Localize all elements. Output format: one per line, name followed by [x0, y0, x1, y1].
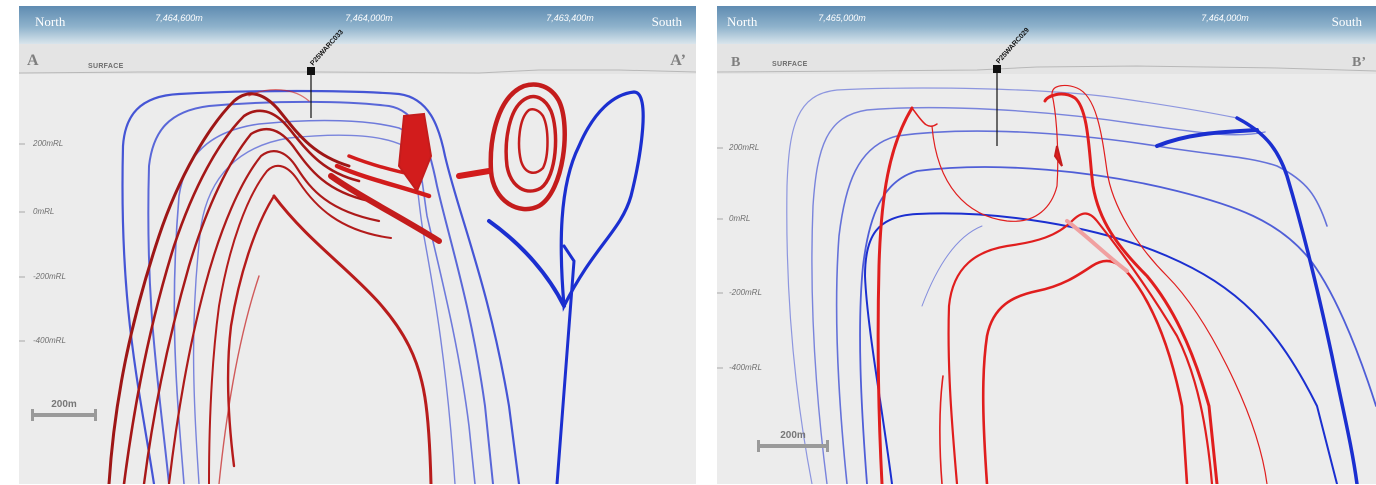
coordinate-label: 7,464,000m	[1201, 13, 1249, 23]
north-label: North	[727, 14, 758, 29]
negative-contour	[835, 130, 1328, 484]
positive-contour	[1043, 92, 1219, 484]
drillhole-collar	[993, 65, 1001, 73]
positive-contour	[981, 259, 1189, 484]
positive-contour	[167, 150, 381, 484]
cross-section-a-graphic: P25WARC033	[19, 29, 696, 484]
rl-label: 0mRL	[729, 214, 751, 223]
section-start-label: A	[27, 52, 39, 69]
drillhole-collar	[307, 67, 315, 75]
rl-label: -400mRL	[729, 363, 762, 372]
negative-contour	[811, 107, 1266, 484]
positive-contour	[208, 164, 392, 484]
surface-band	[19, 44, 696, 74]
positive-contour	[939, 375, 944, 484]
section-panel-b: North South 7,465,000m 7,464,000m B B’ S…	[717, 6, 1376, 484]
drillhole-label: P25WARC029	[995, 27, 1031, 66]
positive-contour	[1065, 219, 1129, 273]
surface-band	[717, 44, 1376, 74]
negative-contour	[786, 87, 1238, 484]
positive-contour	[911, 107, 938, 128]
positive-contour	[931, 84, 1268, 484]
positive-contour	[517, 108, 549, 174]
positive-contour	[397, 112, 433, 194]
positive-contour	[334, 163, 432, 199]
rl-label: 200mRL	[33, 139, 64, 148]
positive-contour	[272, 194, 433, 484]
positive-contour	[142, 127, 371, 484]
header-bar	[717, 6, 1376, 44]
rl-label: -200mRL	[729, 288, 762, 297]
positive-contour	[248, 89, 310, 102]
positive-contour	[107, 92, 351, 484]
negative-contour	[147, 100, 494, 484]
section-end-label: B’	[1352, 55, 1366, 70]
topography-line	[19, 69, 696, 74]
scale-bar: 200m	[31, 399, 97, 423]
positive-contour	[122, 109, 361, 484]
surface-label: SURFACE	[772, 61, 808, 68]
coordinate-label: 7,465,000m	[818, 13, 866, 23]
positive-contour	[488, 82, 567, 212]
drillhole-marker	[993, 65, 1001, 146]
coordinate-label: 7,464,600m	[155, 13, 203, 23]
positive-contour	[218, 275, 260, 484]
negative-contour	[559, 90, 645, 312]
drillhole-label: P25WARC033	[309, 29, 345, 68]
positive-contour	[226, 194, 276, 468]
south-label: South	[1331, 14, 1362, 29]
drillhole-marker	[307, 67, 315, 118]
coordinate-label: 7,463,400m	[546, 13, 594, 23]
header-bar	[19, 6, 696, 44]
negative-contour	[173, 119, 476, 484]
negative-contour	[192, 134, 456, 484]
positive-contour	[876, 106, 914, 484]
section-end-label: A’	[670, 52, 686, 69]
section-panel-a: North South 7,464,600m 7,464,000m 7,463,…	[19, 6, 696, 484]
rl-label: 0mRL	[33, 207, 55, 216]
topography-line	[717, 65, 1376, 73]
negative-contour	[487, 219, 566, 308]
rl-label: -400mRL	[33, 336, 66, 345]
positive-contour	[1053, 145, 1063, 167]
scale-label: 200m	[780, 430, 806, 441]
positive-contour	[504, 94, 558, 193]
south-label: South	[651, 14, 682, 29]
scale-label: 200m	[51, 399, 77, 410]
negative-contour	[555, 244, 576, 484]
positive-contour	[328, 173, 442, 244]
positive-contour	[456, 168, 492, 179]
coordinate-label: 7,464,000m	[345, 13, 393, 23]
negative-contour	[863, 212, 1338, 484]
rl-label: -200mRL	[33, 272, 66, 281]
surface-label: SURFACE	[88, 63, 124, 70]
positive-contour	[947, 212, 1214, 484]
cross-section-b-graphic: P25WARC029	[717, 27, 1376, 484]
negative-contour	[1235, 116, 1359, 484]
section-start-label: B	[731, 55, 741, 70]
north-label: North	[35, 14, 66, 29]
scale-bar: 200m	[757, 430, 829, 454]
negative-contour	[1155, 128, 1259, 148]
negative-contour	[921, 225, 983, 307]
rl-label: 200mRL	[729, 143, 760, 152]
